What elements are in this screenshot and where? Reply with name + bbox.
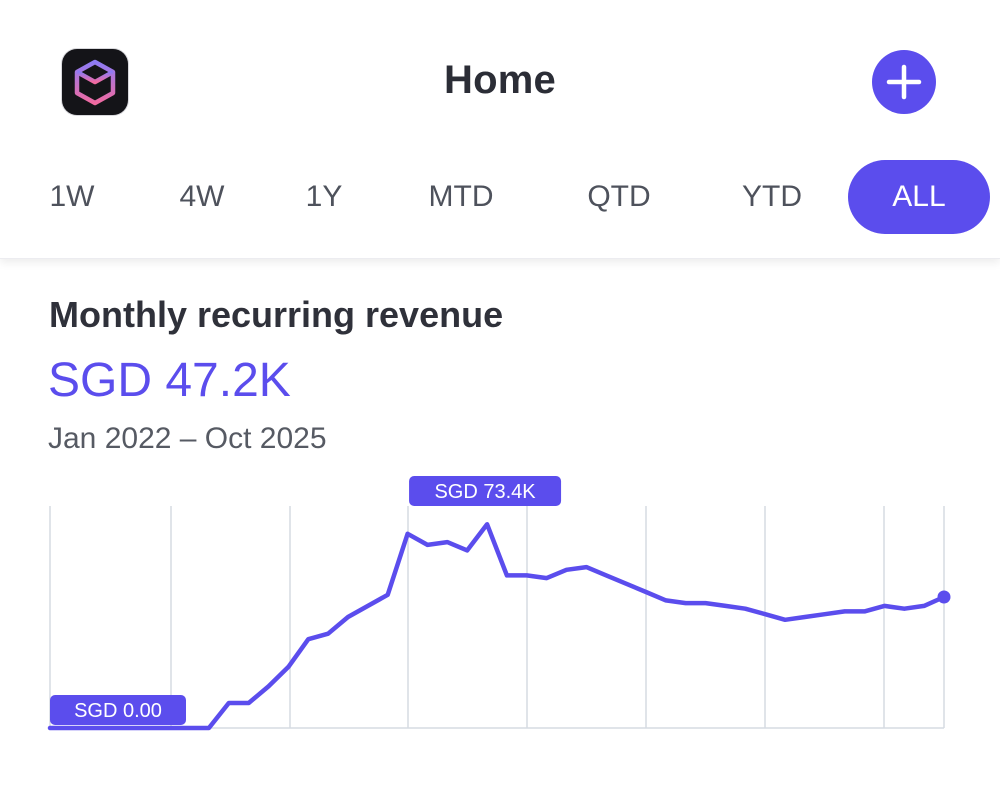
tab-4w[interactable]: 4W <box>179 180 225 213</box>
top-bar: Home 1W 4W 1Y MTD QTD YTD ALL <box>0 0 1000 259</box>
plus-icon <box>886 64 922 100</box>
tab-1w[interactable]: 1W <box>49 180 95 213</box>
metric-value: SGD 47.2K <box>48 354 291 407</box>
tab-qtd[interactable]: QTD <box>587 180 651 213</box>
revenue-line-chart[interactable]: SGD 73.4K SGD 0.00 <box>0 470 1000 740</box>
max-value-badge <box>409 476 562 506</box>
tab-all[interactable]: ALL <box>848 160 990 234</box>
period-tabs: 1W 4W 1Y MTD QTD YTD ALL <box>0 160 1000 234</box>
revenue-series-line <box>47 522 947 731</box>
app-logo-icon[interactable] <box>62 49 128 115</box>
tab-ytd[interactable]: YTD <box>742 180 802 213</box>
page-title: Home <box>444 58 556 102</box>
max-value-label: SGD 73.4K <box>434 481 536 503</box>
min-value-label: SGD 0.00 <box>74 700 162 722</box>
tab-mtd[interactable]: MTD <box>428 180 494 213</box>
metric-title: Monthly recurring revenue <box>49 294 504 335</box>
min-value-badge <box>50 695 186 725</box>
add-button[interactable] <box>872 50 936 114</box>
last-point-marker <box>937 590 951 604</box>
tab-1y[interactable]: 1Y <box>305 180 343 213</box>
metric-date-range: Jan 2022 – Oct 2025 <box>48 422 327 455</box>
